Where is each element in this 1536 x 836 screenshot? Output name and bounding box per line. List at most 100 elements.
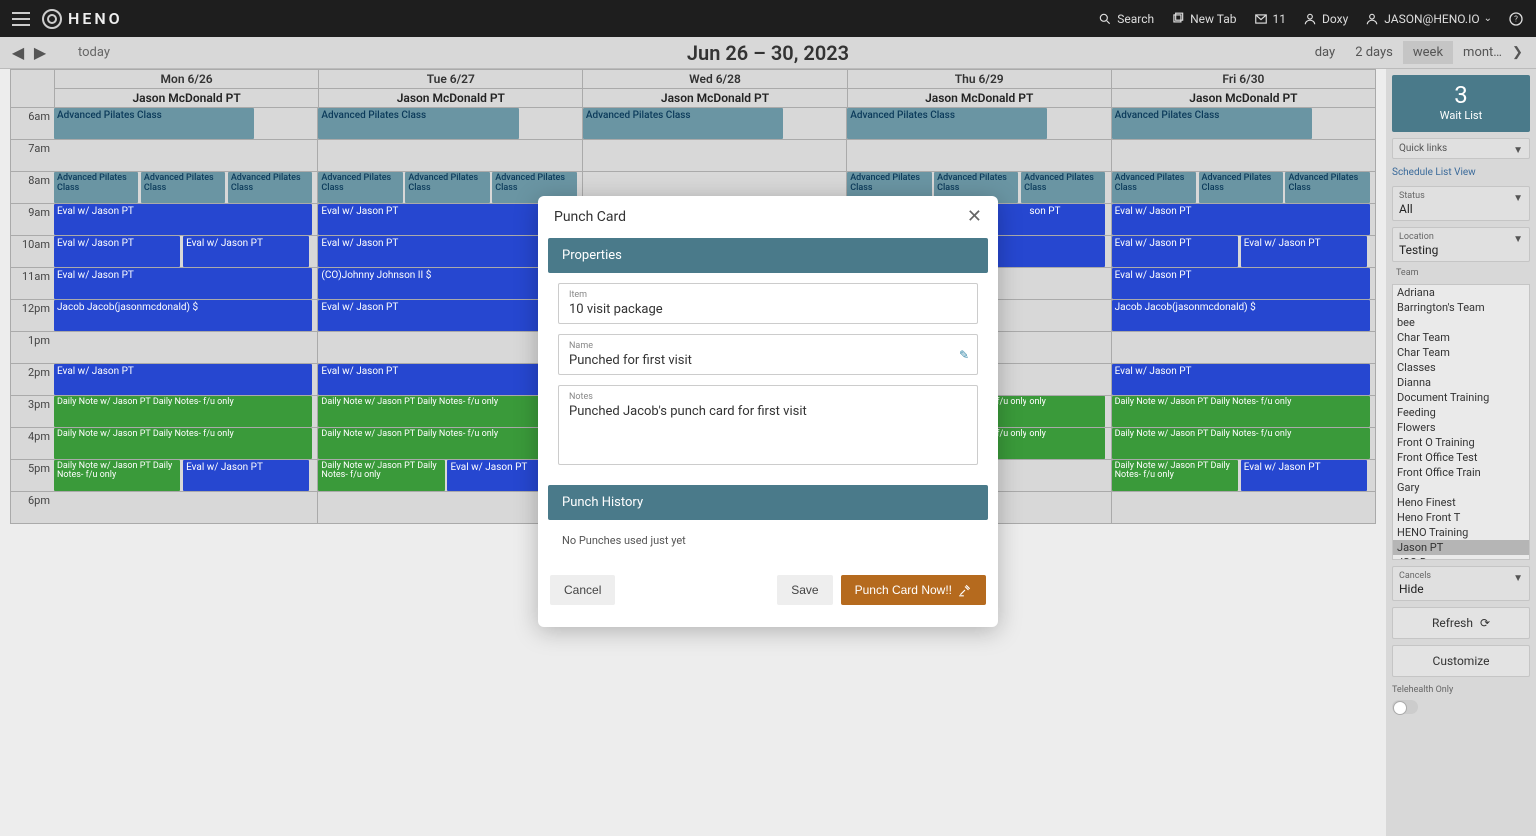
team-item[interactable]: Barrington's Team — [1393, 300, 1529, 315]
calendar-event[interactable]: Advanced Pilates Class — [847, 108, 1047, 139]
calendar-event[interactable]: Advanced Pilates Class — [583, 108, 783, 139]
calendar-event[interactable]: Daily Note w/ Jason PT Daily Notes- f/u … — [318, 460, 444, 491]
calendar-event[interactable]: Advanced Pilates Class — [228, 172, 312, 203]
calendar-event[interactable]: Daily Note w/ Jason PT Daily Notes- f/u … — [1112, 396, 1370, 427]
refresh-icon: ⟳ — [1480, 616, 1490, 630]
time-label: 7am — [10, 140, 54, 172]
team-item[interactable]: Char Team — [1393, 330, 1529, 345]
view-week[interactable]: week — [1403, 41, 1453, 64]
close-button[interactable]: ✕ — [967, 208, 982, 226]
menu-icon[interactable] — [12, 12, 30, 26]
view-month[interactable]: mont… — [1453, 41, 1512, 64]
team-item[interactable]: Front Office Train — [1393, 465, 1529, 480]
brand-logo[interactable]: HENO — [42, 9, 123, 29]
calendar-event[interactable]: Eval w/ Jason PT — [1112, 204, 1370, 235]
calendar-event[interactable]: Advanced Pilates Class — [1112, 108, 1312, 139]
calendar-event[interactable]: Daily Note w/ Jason PT Daily Notes- f/u … — [1112, 460, 1238, 491]
calendar-event[interactable]: son PT — [1026, 204, 1105, 235]
team-item[interactable]: Front O Training — [1393, 435, 1529, 450]
calendar-event[interactable]: Advanced Pilates Class — [54, 108, 254, 139]
calendar-event[interactable]: Advanced Pilates Class — [1199, 172, 1283, 203]
calendar-event[interactable]: Eval w/ Jason PT — [1241, 460, 1367, 491]
calendar-event[interactable]: Advanced Pilates Class — [1021, 172, 1105, 203]
cancel-button[interactable]: Cancel — [550, 575, 615, 605]
save-button[interactable]: Save — [777, 575, 832, 605]
logo-icon — [42, 9, 62, 29]
calendar-event[interactable]: Eval w/ Jason PT — [1112, 236, 1238, 267]
user-menu[interactable]: JASON@HENO.IO ⌄ — [1364, 11, 1492, 27]
team-item[interactable]: Heno Finest — [1393, 495, 1529, 510]
calendar-event[interactable]: Jacob Jacob(jasonmcdonald) $ — [1112, 300, 1370, 331]
name-field[interactable]: Name Punched for first visit ✎ — [558, 334, 978, 375]
calendar-event[interactable]: Eval w/ Jason PT — [54, 268, 312, 299]
calendar-event[interactable]: Advanced Pilates Class — [405, 172, 489, 203]
new-tab-link[interactable]: New Tab — [1170, 11, 1236, 27]
team-list[interactable]: AdrianaBarrington's TeambeeChar TeamChar… — [1392, 284, 1530, 560]
team-item[interactable]: Adriana — [1393, 285, 1529, 300]
calendar-event[interactable]: Eval w/ Jason PT — [54, 236, 180, 267]
team-item[interactable]: Document Training — [1393, 390, 1529, 405]
schedule-list-view-link[interactable]: Schedule List View — [1392, 165, 1530, 180]
doxy-link[interactable]: Doxy — [1302, 11, 1348, 27]
item-field[interactable]: Item 10 visit package — [558, 283, 978, 324]
refresh-button[interactable]: Refresh ⟳ — [1392, 607, 1530, 639]
team-item[interactable]: Dianna — [1393, 375, 1529, 390]
customize-button[interactable]: Customize — [1392, 645, 1530, 677]
calendar-event[interactable]: Eval w/ Jason PT — [54, 364, 312, 395]
location-select[interactable]: Location Testing ▼ — [1392, 227, 1530, 262]
calendar-event[interactable]: Daily Note w/ Jason PT Daily Notes- f/u … — [1112, 428, 1370, 459]
team-item[interactable]: Heno Front T — [1393, 510, 1529, 525]
cancels-select[interactable]: Cancels Hide ▼ — [1392, 566, 1530, 601]
quick-links[interactable]: Quick links ▼ — [1392, 138, 1530, 159]
notes-field[interactable]: Notes Punched Jacob's punch card for fir… — [558, 385, 978, 465]
search-link[interactable]: Search — [1097, 11, 1154, 27]
calendar-event[interactable]: only — [1026, 428, 1105, 459]
mail-count: 11 — [1273, 12, 1287, 26]
calendar-event[interactable]: Eval w/ Jason PT — [183, 236, 309, 267]
calendar-event[interactable]: Advanced Pilates Class — [54, 172, 138, 203]
edit-icon[interactable]: ✎ — [959, 348, 969, 362]
waitlist-button[interactable]: 3 Wait List — [1392, 75, 1530, 132]
calendar-event[interactable]: only — [1026, 396, 1105, 427]
calendar-event[interactable]: Eval w/ Jason PT — [1112, 268, 1370, 299]
status-select[interactable]: Status All ▼ — [1392, 186, 1530, 221]
team-item[interactable]: Char Team — [1393, 345, 1529, 360]
team-item[interactable]: JSO Demo — [1393, 555, 1529, 560]
gavel-icon — [958, 583, 972, 597]
team-item[interactable]: HENO Training — [1393, 525, 1529, 540]
calendar-event[interactable]: Eval w/ Jason PT — [1112, 364, 1370, 395]
calendar-event[interactable]: Advanced Pilates Class — [1285, 172, 1369, 203]
team-item[interactable]: Classes — [1393, 360, 1529, 375]
next-button[interactable]: ▶ — [32, 45, 48, 61]
team-item[interactable]: Flowers — [1393, 420, 1529, 435]
calendar-event[interactable]: Advanced Pilates Class — [1112, 172, 1196, 203]
telehealth-toggle[interactable] — [1392, 700, 1418, 714]
punch-now-button[interactable]: Punch Card Now!! — [841, 575, 986, 605]
view-2days[interactable]: 2 days — [1345, 41, 1403, 64]
calendar-event[interactable]: Daily Note w/ Jason PT Daily Notes- f/u … — [54, 396, 312, 427]
calendar-event[interactable]: Advanced Pilates Class — [141, 172, 225, 203]
chevron-down-icon: ▼ — [1513, 193, 1523, 204]
calendar-event[interactable]: Advanced Pilates Class — [318, 108, 518, 139]
calendar-event[interactable]: Advanced Pilates Class — [318, 172, 402, 203]
calendar-event[interactable]: Daily Note w/ Jason PT Daily Notes- f/u … — [54, 428, 312, 459]
day-column[interactable]: Advanced Pilates ClassAdvanced Pilates C… — [1112, 108, 1376, 524]
day-date: Mon 6/26 — [55, 70, 318, 89]
help-link[interactable]: ? — [1508, 11, 1524, 27]
calendar-event[interactable]: Eval w/ Jason PT — [1241, 236, 1367, 267]
team-item[interactable]: Feeding — [1393, 405, 1529, 420]
calendar-event[interactable]: Jacob Jacob(jasonmcdonald) $ — [54, 300, 312, 331]
team-item[interactable]: Gary — [1393, 480, 1529, 495]
mail-link[interactable]: 11 — [1253, 11, 1287, 27]
today-button[interactable]: today — [78, 45, 110, 60]
prev-button[interactable]: ◀ — [10, 45, 26, 61]
view-day[interactable]: day — [1305, 41, 1345, 64]
calendar-event[interactable]: Eval w/ Jason PT — [183, 460, 309, 491]
next-period-button[interactable]: ❯ — [1512, 45, 1526, 60]
team-item[interactable]: Jason PT — [1393, 540, 1529, 555]
calendar-event[interactable]: Eval w/ Jason PT — [54, 204, 312, 235]
day-column[interactable]: Advanced Pilates ClassAdvanced Pilates C… — [54, 108, 318, 524]
calendar-event[interactable]: Daily Note w/ Jason PT Daily Notes- f/u … — [54, 460, 180, 491]
team-item[interactable]: bee — [1393, 315, 1529, 330]
team-item[interactable]: Front Office Test — [1393, 450, 1529, 465]
